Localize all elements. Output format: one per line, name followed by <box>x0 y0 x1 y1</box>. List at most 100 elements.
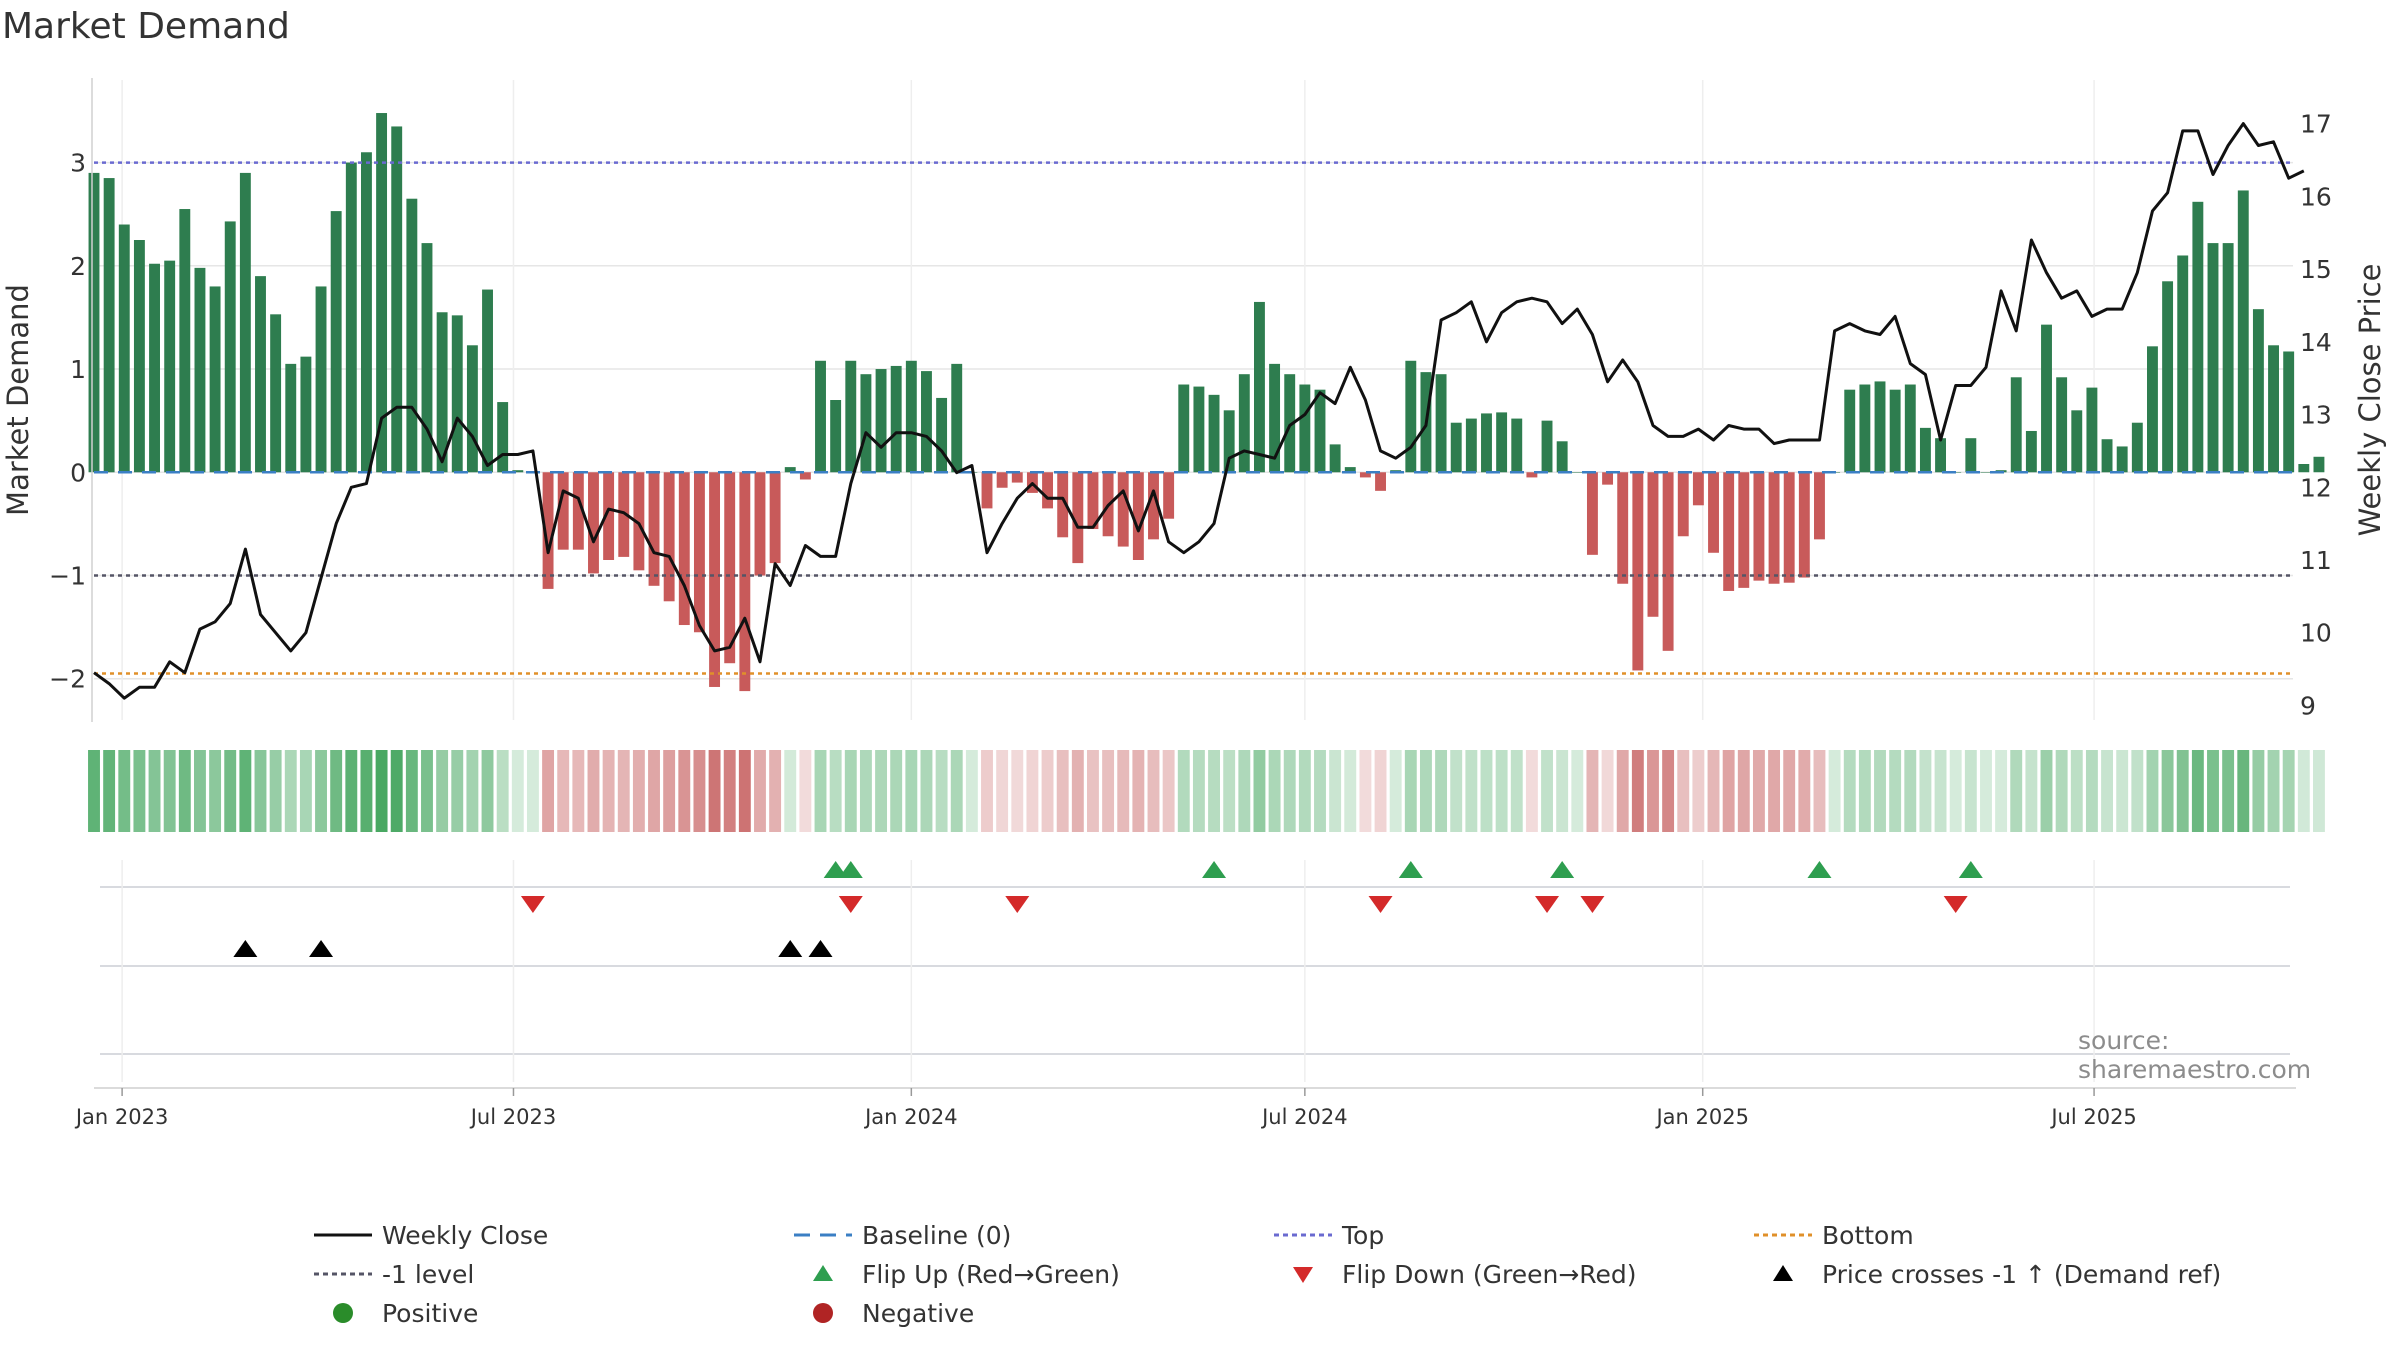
heat-cell <box>950 750 963 832</box>
demand-bar <box>724 472 736 664</box>
demand-bar <box>693 472 705 633</box>
heat-cell <box>436 750 449 832</box>
heat-cell <box>1056 750 1069 832</box>
demand-bar <box>1299 384 1311 473</box>
heat-cell <box>875 750 888 832</box>
y-tick-label: −1 <box>49 561 86 590</box>
heat-cell <box>905 750 918 832</box>
heat-cell <box>224 750 237 832</box>
demand-bar <box>1314 389 1326 473</box>
demand-bar <box>921 371 932 473</box>
heat-cell <box>1026 750 1039 832</box>
heat-cell <box>375 750 388 832</box>
heat-cell <box>1995 750 2008 832</box>
y2-tick-label: 15 <box>2300 255 2332 284</box>
demand-bar <box>2101 439 2113 473</box>
heat-cell <box>526 750 539 832</box>
demand-bar <box>2237 190 2249 473</box>
heat-cell <box>1329 750 1342 832</box>
demand-bar <box>588 472 599 574</box>
heat-cell <box>2070 750 2083 832</box>
heat-cell <box>133 750 146 832</box>
demand-bar <box>875 369 887 473</box>
heat-cell <box>1798 750 1811 832</box>
y2-axis-label: Weekly Close Price <box>2353 264 2387 537</box>
heat-cell <box>981 750 993 832</box>
demand-bar <box>2025 430 2037 473</box>
legend-dotted-icon <box>1754 1233 1812 1237</box>
demand-bar <box>118 224 130 473</box>
demand-bar <box>482 289 493 473</box>
heat-cell <box>2025 750 2038 832</box>
y-tick-label: 1 <box>70 355 86 384</box>
heat-cell <box>2161 750 2174 832</box>
demand-heat-strip <box>88 750 2325 832</box>
heat-cell <box>1374 750 1387 832</box>
demand-bar <box>2298 464 2310 473</box>
demand-bar <box>1617 472 1629 584</box>
demand-bar <box>1980 472 1992 473</box>
heat-cell <box>1419 750 1432 832</box>
heat-cell <box>1980 750 1992 832</box>
heat-cell <box>1404 750 1417 832</box>
demand-bar <box>1011 472 1023 483</box>
heat-cell <box>511 750 524 832</box>
heat-cell <box>2040 750 2053 832</box>
heat-cell <box>2176 750 2189 832</box>
legend-label: -1 level <box>382 1259 475 1289</box>
heat-cell <box>1586 750 1599 832</box>
triangle-down-icon <box>1293 1267 1313 1283</box>
demand-bars <box>88 113 2325 692</box>
heat-cell <box>1147 750 1160 832</box>
circle-icon <box>813 1303 833 1323</box>
demand-bar <box>224 221 236 473</box>
heat-cell <box>1102 750 1115 832</box>
heat-cell <box>708 750 721 832</box>
heat-cell <box>1268 750 1281 832</box>
demand-bar <box>754 472 766 576</box>
heat-cell <box>299 750 312 832</box>
heat-cell <box>1631 750 1644 832</box>
heat-cell <box>1904 750 1917 832</box>
demand-bar <box>542 472 554 589</box>
demand-bar <box>1072 472 1084 564</box>
chart-title: Market Demand <box>2 6 290 47</box>
demand-bar <box>1586 472 1598 555</box>
heat-cell <box>1964 750 1977 832</box>
heat-cell <box>844 750 857 832</box>
demand-bar <box>1148 472 1159 540</box>
weekly-close-path <box>93 122 2305 700</box>
flip-up-marker <box>1807 861 1832 878</box>
x-axis: Jan 2023 Jul 2023 Jan 2024 Jul 2024 Jan 2025… <box>74 860 2296 1129</box>
demand-bar <box>1541 420 1553 473</box>
heat-cell <box>2207 750 2219 832</box>
heat-cell <box>481 750 494 832</box>
y2-tick-label: 14 <box>2300 328 2332 357</box>
flip-down-marker <box>1535 896 1560 913</box>
heat-cell <box>421 750 433 832</box>
legend-label: Weekly Close <box>382 1220 549 1250</box>
demand-bar <box>1132 472 1144 560</box>
heat-cell <box>1435 750 1448 832</box>
demand-bar <box>709 472 721 687</box>
demand-bar <box>270 314 282 473</box>
heat-cell <box>693 750 706 832</box>
heat-cell <box>103 750 116 832</box>
heat-cell <box>678 750 691 832</box>
heat-cell <box>405 750 418 832</box>
demand-bar <box>1632 472 1644 671</box>
heat-cell <box>935 750 948 832</box>
heat-cell <box>1238 750 1251 832</box>
demand-bar <box>1889 389 1901 473</box>
legend-label: Negative <box>862 1298 975 1328</box>
demand-bar <box>421 243 433 473</box>
demand-bar <box>2086 387 2098 473</box>
heat-cell <box>920 750 933 832</box>
flip-up-marker <box>823 861 848 878</box>
heat-cell <box>2191 750 2204 832</box>
demand-bar <box>1783 472 1795 583</box>
demand-bar <box>1284 374 1296 473</box>
heat-cell <box>1843 750 1856 832</box>
legend-negative: Negative <box>790 1298 974 1328</box>
